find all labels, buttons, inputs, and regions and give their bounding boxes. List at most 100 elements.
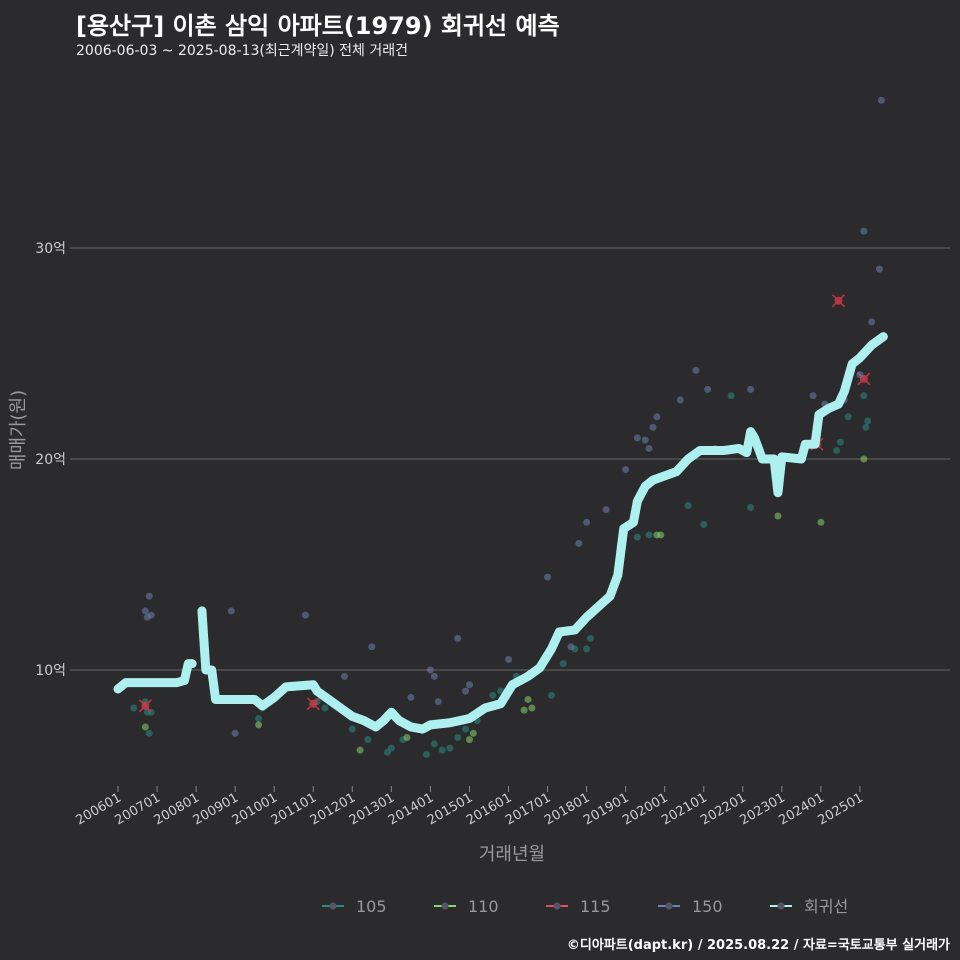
data-point-105	[547, 691, 555, 699]
data-point-105	[633, 533, 641, 541]
regression-line	[113, 659, 197, 694]
footer-credit: ©디아파트(dapt.kr) / 2025.08.22 / 자료=국토교통부 실…	[566, 938, 950, 953]
data-point-150	[676, 396, 684, 404]
outlier-x-mark	[138, 699, 152, 713]
data-point-150	[567, 643, 575, 651]
data-point-150	[583, 518, 591, 526]
data-point-150	[704, 385, 712, 393]
data-point-150	[430, 672, 438, 680]
data-point-110	[528, 704, 536, 712]
data-point-150	[301, 611, 309, 619]
data-point-150	[340, 672, 348, 680]
data-point-105	[684, 501, 692, 509]
data-point-105	[836, 438, 844, 446]
data-point-110	[255, 721, 263, 729]
data-point-110	[356, 746, 364, 754]
data-point-150	[465, 681, 473, 689]
legend-key-dot	[665, 902, 673, 910]
data-point-110	[817, 518, 825, 526]
data-point-105	[489, 691, 497, 699]
data-point-105	[862, 423, 870, 431]
y-axis-label: 매매가(원)	[8, 390, 29, 470]
data-point-105	[645, 531, 653, 539]
data-point-150	[575, 539, 583, 547]
data-point-150	[505, 655, 512, 663]
legend-label-150: 150	[692, 897, 723, 916]
data-point-105	[364, 736, 372, 744]
data-point-105	[422, 750, 430, 758]
data-point-110	[141, 723, 149, 731]
data-point-105	[833, 447, 841, 455]
data-point-105	[348, 725, 356, 733]
data-point-105	[700, 520, 708, 528]
legend-label-110: 110	[468, 897, 499, 916]
y-tick-label: 20억	[35, 452, 66, 468]
data-point-110	[860, 455, 868, 463]
data-point-150	[875, 265, 883, 273]
chart-title: [용산구] 이촌 삼익 아파트(1979) 회귀선 예측	[76, 12, 560, 40]
data-point-110	[403, 734, 411, 742]
data-point-105	[864, 417, 872, 425]
x-axis-label: 거래년월	[479, 844, 545, 865]
legend-label-115: 115	[580, 897, 611, 916]
outlier-x-mark	[306, 697, 320, 711]
data-point-150	[653, 413, 661, 421]
legend-label-회귀선: 회귀선	[804, 897, 848, 916]
data-point-110	[524, 696, 532, 704]
legend-key-dot	[441, 902, 449, 910]
data-point-150	[231, 729, 239, 737]
data-point-150	[649, 423, 657, 431]
outlier-x-mark	[831, 294, 846, 308]
data-point-110	[774, 512, 782, 520]
data-point-150	[856, 371, 864, 379]
data-point-150	[368, 643, 376, 651]
data-point-150	[645, 444, 653, 452]
data-point-105	[454, 734, 462, 742]
data-point-150	[860, 227, 868, 235]
data-point-105	[587, 634, 595, 642]
data-point-105	[860, 392, 868, 400]
data-point-105	[430, 740, 438, 748]
chart-subtitle: 2006-06-03 ~ 2025-08-13(최근계약일) 전체 거래건	[76, 43, 408, 59]
data-point-110	[469, 729, 477, 737]
data-point-105	[747, 504, 755, 512]
data-point-150	[809, 392, 817, 400]
data-point-150	[426, 666, 434, 674]
data-point-150	[147, 611, 155, 619]
data-point-150	[434, 698, 442, 706]
data-point-150	[633, 434, 641, 442]
data-point-105	[727, 392, 735, 400]
data-point-105	[130, 704, 138, 712]
data-point-110	[520, 706, 528, 714]
data-point-150	[407, 693, 415, 701]
data-point-150	[145, 592, 153, 600]
data-point-110	[657, 531, 665, 539]
data-point-150	[544, 573, 552, 581]
data-point-105	[145, 729, 153, 737]
data-point-105	[438, 746, 446, 754]
data-point-150	[622, 466, 630, 474]
regression-line	[197, 332, 888, 734]
data-point-150	[602, 506, 610, 514]
legend-key-dot	[777, 902, 785, 910]
data-point-150	[462, 687, 470, 695]
data-point-150	[141, 607, 149, 615]
data-point-105	[321, 704, 329, 712]
legend-key-dot	[553, 902, 561, 910]
y-tick-label: 30억	[35, 241, 66, 257]
data-point-150	[868, 318, 876, 326]
data-point-150	[692, 366, 700, 374]
data-point-105	[387, 744, 395, 752]
data-point-150	[877, 96, 885, 104]
data-point-105	[583, 645, 591, 653]
data-point-110	[465, 736, 473, 744]
y-tick-label: 10억	[35, 663, 66, 679]
data-point-105	[844, 413, 852, 421]
x-tick-label: 202501	[815, 790, 865, 828]
data-point-105	[462, 725, 470, 733]
data-point-150	[227, 607, 235, 615]
data-point-105	[559, 660, 567, 668]
data-point-150	[641, 436, 649, 444]
data-point-105	[255, 715, 263, 723]
